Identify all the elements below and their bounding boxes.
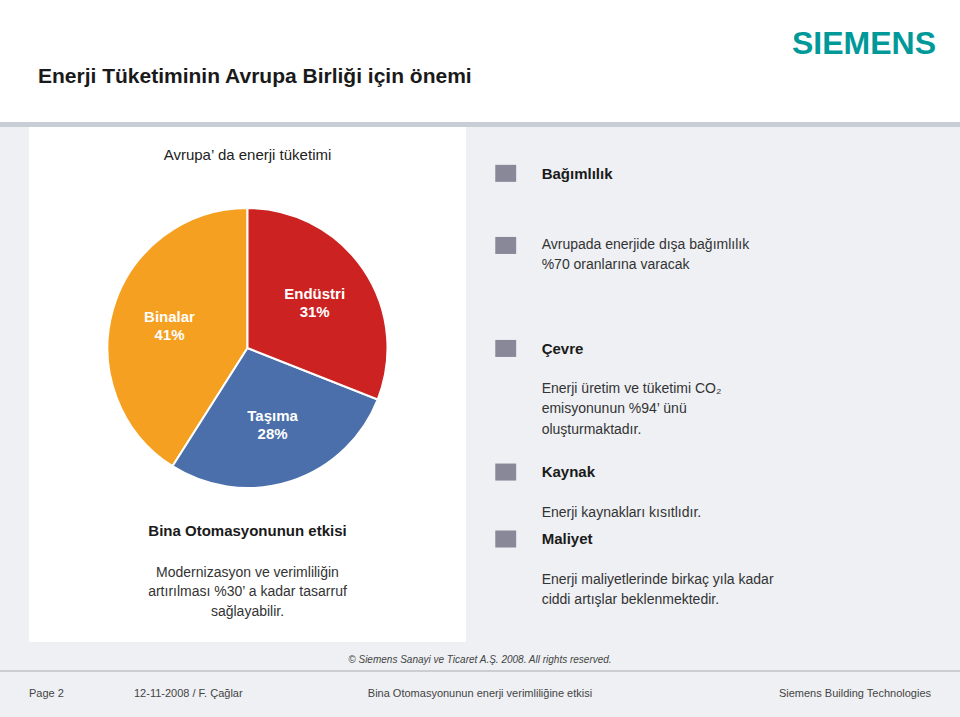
panel-background <box>29 127 466 642</box>
bullet-text: Enerji kaynakları kısıtlıdır. <box>542 504 702 520</box>
bullet-text: Enerji üretim ve tüketimi CO₂emisyonunun… <box>542 380 722 437</box>
annotation-text: Modernizasyon ve verimliliğinartırılması… <box>148 564 347 619</box>
slice-label: Endüstri31% <box>284 285 345 320</box>
logo: SIEMENS <box>792 25 936 61</box>
category-label: Binalar <box>144 308 195 325</box>
bullet-title: Kaynak <box>542 463 596 480</box>
footer-item: Page 2 <box>29 687 64 699</box>
value-label: 41% <box>155 326 185 343</box>
value-label: 31% <box>300 303 330 320</box>
slice-label: Binalar41% <box>144 308 195 343</box>
header-separator <box>0 122 960 127</box>
footer-item: 12-11-2008 / F. Çağlar <box>134 687 243 699</box>
footer: © Siemens Sanayi ve Ticaret A.Ş. 2008. A… <box>0 654 960 699</box>
pie-slice <box>248 208 388 400</box>
header <box>0 0 960 122</box>
category-label: Endüstri <box>284 285 345 302</box>
footer-item: Siemens Building Technologies <box>779 687 932 699</box>
page: Enerji Tüketiminin Avrupa Birliği için ö… <box>0 0 960 717</box>
pie: Binalar41% Taşıma28% Endüstri31% <box>107 208 387 488</box>
bullet-marker <box>495 464 516 481</box>
annotation-title: Bina Otomasyonunun etkisi <box>148 522 346 539</box>
copyright: © Siemens Sanayi ve Ticaret A.Ş. 2008. A… <box>348 654 611 665</box>
footer-item: Bina Otomasyonunun enerji verimliliğine … <box>368 687 592 699</box>
bullet-text: Enerji maliyetlerinde birkaç yıla kadarc… <box>542 571 774 607</box>
bullet-marker <box>495 165 516 182</box>
bullet-title: Bağımlılık <box>542 165 614 182</box>
chart-title: Avrupa’ da enerji tüketimi <box>164 146 332 163</box>
pie-panel: Avrupa’ da enerji tüketimi Binalar41% Taşı… <box>29 127 466 642</box>
bullet-marker <box>495 237 516 254</box>
footer-rule <box>0 671 960 672</box>
bullet-marker <box>495 531 516 548</box>
bullets: Bağımlılık Avrupada enerjide dışa bağımlı… <box>495 165 774 607</box>
page-title: Enerji Tüketiminin Avrupa Birliği için ö… <box>38 64 472 87</box>
bullet-title: Maliyet <box>542 530 593 547</box>
bullet-marker <box>495 340 516 357</box>
background <box>0 0 960 717</box>
bullet-title: Çevre <box>542 340 584 357</box>
category-label: Taşıma <box>247 407 298 424</box>
slice-label: Taşıma28% <box>247 407 298 442</box>
bullet-text: Avrupada enerjide dışa bağımlılık%70 ora… <box>542 236 751 272</box>
value-label: 28% <box>258 425 288 442</box>
